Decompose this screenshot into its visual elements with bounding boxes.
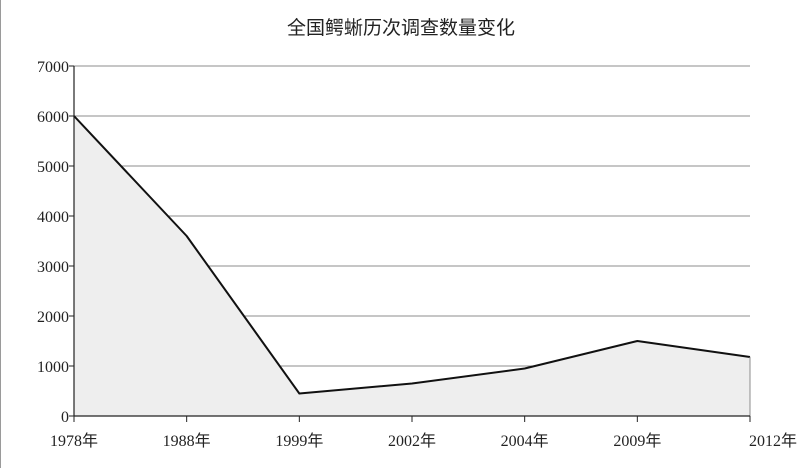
x-tick-label-2: 1999年 [275,432,323,450]
y-tick-label-6000: 6000 [37,109,69,126]
y-tick-label-2000: 2000 [37,309,69,326]
y-tick-label-5000: 5000 [37,159,69,176]
axes [69,65,751,422]
x-tick-label-0: 1978年 [50,432,98,450]
y-tick-label-7000: 7000 [37,59,69,76]
x-tick-label-6: 2012年 [749,432,797,450]
y-tick-label-0: 0 [61,409,69,426]
y-tick-label-3000: 3000 [37,259,69,276]
x-tick-label-4: 2004年 [501,432,549,450]
chart-title: 全国鳄蜥历次调查数量变化 [287,17,515,39]
area-fill [74,116,750,416]
x-tick-label-3: 2002年 [388,432,436,450]
y-tick-label-4000: 4000 [37,209,69,226]
y-axis-tick-labels: 0 1000 2000 3000 4000 5000 6000 7000 [37,59,69,426]
x-axis-tick-labels: 1978年 1988年 1999年 2002年 2004年 2009年 2012年 [50,432,797,450]
area-series [73,115,751,416]
y-tick-label-1000: 1000 [37,359,69,376]
x-tick-label-5: 2009年 [613,432,661,450]
x-tick-label-1: 1988年 [163,432,211,450]
